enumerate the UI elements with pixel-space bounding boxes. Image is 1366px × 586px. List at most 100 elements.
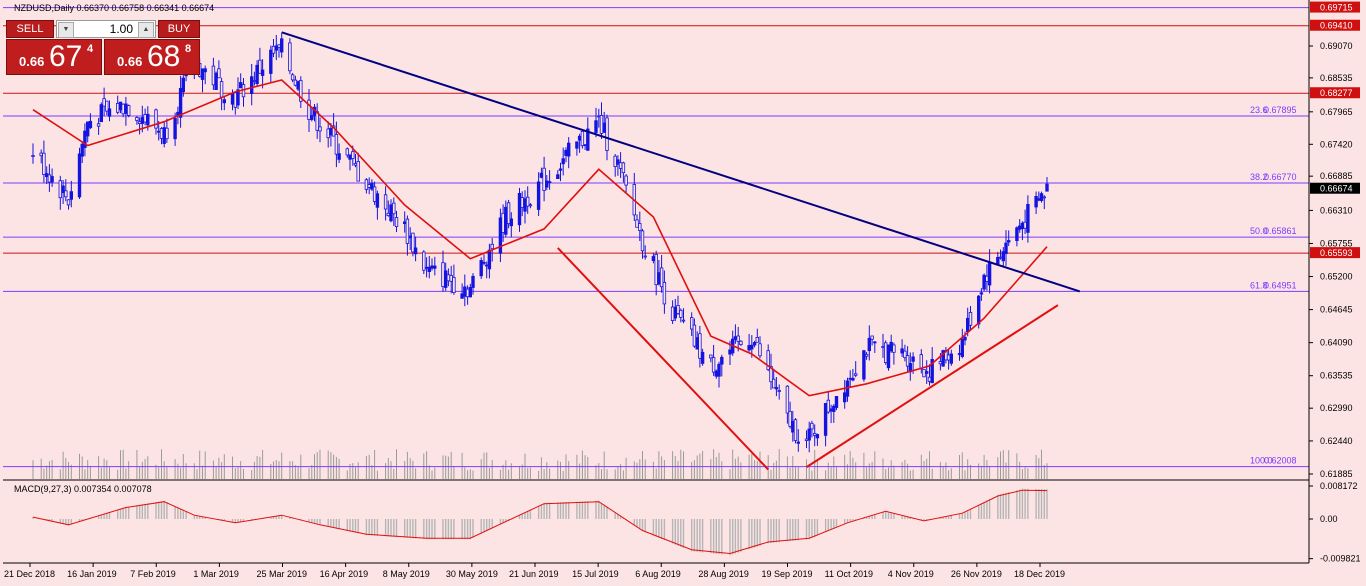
time-tick-label: 8 May 2019	[383, 569, 430, 579]
fibonacci-percent-label: 50.0	[1250, 226, 1268, 236]
candle-body	[509, 218, 513, 227]
candle-body	[372, 186, 377, 202]
buy-price-big: 68	[147, 40, 181, 73]
time-tick-label: 11 Oct 2019	[825, 569, 873, 579]
sell-button[interactable]: SELL	[6, 20, 54, 38]
candle-body	[657, 272, 661, 285]
candle-body	[616, 159, 620, 165]
buy-button[interactable]: BUY	[158, 20, 200, 38]
candle-body	[545, 180, 549, 188]
candle-body	[118, 101, 123, 111]
candle-body	[709, 354, 713, 359]
time-tick-label: 19 Sep 2019	[762, 569, 813, 579]
lot-size-input[interactable]	[75, 21, 137, 37]
candle-body	[487, 249, 492, 270]
candle-body	[711, 357, 716, 373]
candle-body	[271, 45, 276, 54]
fibonacci-percent-label: 23.6	[1250, 105, 1268, 115]
candle-body	[1004, 242, 1008, 255]
candle-body	[331, 125, 336, 137]
candle-body	[662, 281, 667, 305]
candle-body	[424, 266, 429, 269]
candle-body	[105, 100, 109, 112]
candle-body	[900, 348, 904, 354]
current-price-tag	[1310, 182, 1360, 194]
price-tick-label: 0.65755	[1320, 238, 1353, 248]
candle-body	[564, 149, 568, 156]
candle-body	[77, 153, 82, 198]
candle-body	[501, 212, 505, 233]
candle-body	[843, 392, 847, 403]
time-tick-label: 7 Feb 2019	[130, 569, 176, 579]
fibonacci-value-label: 0.62008	[1264, 456, 1297, 466]
lot-decrease-icon[interactable]: ▼	[58, 22, 74, 38]
candle-body	[296, 81, 300, 90]
candle-body	[370, 182, 374, 190]
price-tick-label: 0.63535	[1320, 371, 1353, 381]
candle-body	[86, 121, 90, 137]
candle-body	[441, 262, 445, 288]
candle-body	[102, 98, 106, 107]
candle-body	[61, 185, 65, 194]
candle-body	[1026, 203, 1030, 233]
candle-body	[80, 143, 84, 157]
candle-body	[479, 260, 483, 277]
candle-body	[471, 275, 475, 288]
candle-body	[793, 419, 798, 441]
time-tick-label: 30 May 2019	[446, 569, 498, 579]
lot-increase-icon[interactable]: ▲	[138, 22, 154, 38]
candle-body	[848, 377, 852, 380]
candle-body	[159, 128, 164, 139]
candle-body	[925, 371, 929, 374]
candle-body	[315, 111, 319, 131]
candle-body	[408, 235, 412, 239]
candle-body	[599, 115, 604, 134]
level-price-tag-label: 0.65593	[1320, 248, 1353, 258]
buy-price-button[interactable]: 0.66 68 8	[104, 39, 200, 75]
price-tick-label: 0.65200	[1320, 272, 1353, 282]
candle-body	[889, 341, 893, 352]
lot-size-field[interactable]: ▼ ▲	[56, 20, 156, 38]
candle-body	[977, 295, 981, 325]
candle-body	[506, 202, 511, 225]
candle-body	[903, 350, 907, 359]
price-tick-label: 0.67965	[1320, 107, 1353, 117]
candle-body	[1037, 198, 1041, 201]
candle-body	[539, 172, 544, 178]
candle-body	[567, 142, 571, 157]
candle-body	[353, 163, 358, 166]
candle-body	[465, 288, 470, 298]
candle-body	[1015, 227, 1019, 242]
price-tick-label: 0.68535	[1320, 73, 1353, 83]
candle-body	[200, 68, 205, 80]
candle-body	[386, 212, 390, 217]
candle-body	[498, 217, 503, 254]
candle-body	[173, 118, 177, 140]
candle-body	[233, 92, 237, 108]
fibonacci-value-label: 0.65861	[1264, 226, 1297, 236]
candle-body	[911, 356, 915, 362]
candle-body	[930, 358, 934, 384]
candle-body	[1018, 225, 1022, 230]
candle-body	[586, 128, 590, 151]
candle-body	[252, 80, 257, 83]
candle-body	[517, 192, 522, 226]
candle-body	[375, 193, 380, 208]
candle-body	[602, 122, 606, 133]
macd-signal-line	[32, 489, 1048, 555]
candle-body	[946, 354, 951, 361]
candle-body	[277, 44, 281, 48]
candle-body	[526, 196, 530, 207]
candle-body	[178, 88, 183, 118]
candle-body	[310, 115, 314, 120]
candle-body	[739, 340, 743, 346]
candle-body	[985, 275, 989, 282]
candle-body	[886, 344, 891, 369]
sell-price-button[interactable]: 0.66 67 4	[6, 39, 102, 75]
candle-body	[449, 275, 453, 282]
candle-body	[829, 408, 833, 412]
candle-body	[720, 356, 724, 365]
candle-body	[329, 127, 333, 136]
candle-body	[214, 72, 218, 90]
candle-body	[143, 114, 147, 123]
